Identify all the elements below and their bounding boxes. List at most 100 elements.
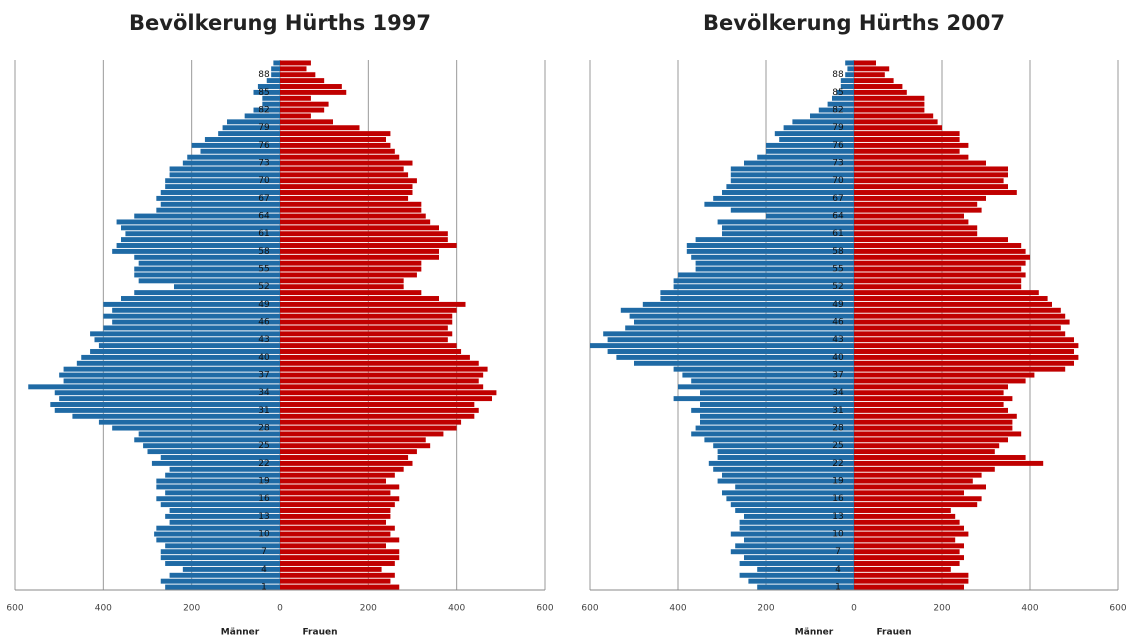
bar bbox=[169, 466, 280, 472]
bar bbox=[854, 455, 1026, 460]
bar bbox=[590, 343, 854, 349]
bar bbox=[280, 325, 448, 331]
bar bbox=[854, 513, 956, 519]
bar bbox=[704, 201, 854, 207]
bar bbox=[280, 525, 395, 531]
bar bbox=[218, 131, 280, 137]
bar bbox=[854, 172, 1008, 178]
y-tick-label: 43 bbox=[258, 335, 269, 345]
bar bbox=[280, 484, 400, 490]
legend-label: Frauen bbox=[876, 628, 911, 638]
y-tick-label: 73 bbox=[832, 159, 843, 169]
y-tick-label: 46 bbox=[258, 318, 270, 328]
bar bbox=[112, 319, 281, 325]
bar bbox=[739, 519, 854, 525]
bar bbox=[50, 402, 281, 407]
bar bbox=[116, 219, 280, 225]
bar bbox=[779, 137, 854, 142]
bar bbox=[682, 372, 854, 378]
bar bbox=[280, 272, 417, 278]
bar bbox=[280, 390, 497, 396]
bar bbox=[854, 478, 973, 484]
bar bbox=[722, 472, 854, 478]
bar bbox=[156, 195, 280, 201]
bar bbox=[634, 319, 854, 325]
y-tick-label: 10 bbox=[832, 530, 844, 540]
bar bbox=[854, 131, 960, 137]
bar bbox=[717, 219, 854, 225]
bar bbox=[757, 154, 854, 160]
y-tick-label: 46 bbox=[832, 318, 844, 328]
bar bbox=[280, 260, 422, 266]
bar bbox=[54, 407, 280, 413]
bar bbox=[854, 290, 1039, 296]
bar bbox=[854, 360, 1074, 366]
y-tick-label: 67 bbox=[832, 194, 843, 204]
bar bbox=[280, 419, 462, 425]
bar bbox=[854, 449, 995, 455]
bar bbox=[730, 502, 854, 508]
bar bbox=[840, 78, 854, 84]
bar bbox=[165, 178, 280, 184]
x-tick-label: 200 bbox=[183, 604, 200, 614]
bar bbox=[673, 284, 854, 290]
bar bbox=[143, 443, 280, 449]
bar bbox=[280, 378, 479, 384]
y-tick-label: 55 bbox=[258, 265, 269, 275]
bar bbox=[713, 466, 854, 472]
x-tick-label: 600 bbox=[581, 604, 598, 614]
bar bbox=[695, 237, 854, 243]
bar bbox=[854, 325, 1061, 331]
x-tick-label: 600 bbox=[1109, 604, 1126, 614]
bar bbox=[735, 543, 854, 549]
bar bbox=[700, 402, 854, 407]
bar bbox=[854, 472, 982, 478]
bar bbox=[227, 119, 280, 125]
y-tick-label: 10 bbox=[258, 530, 270, 540]
bar bbox=[112, 248, 281, 254]
y-tick-label: 49 bbox=[832, 300, 844, 310]
bar bbox=[854, 107, 925, 113]
y-tick-label: 25 bbox=[258, 441, 269, 451]
x-tick-label: 200 bbox=[933, 604, 950, 614]
bar bbox=[660, 296, 854, 301]
bar bbox=[116, 243, 280, 248]
bar bbox=[200, 148, 280, 154]
bar bbox=[730, 166, 854, 172]
bar bbox=[660, 290, 854, 296]
bar bbox=[854, 284, 1022, 290]
bar bbox=[280, 66, 307, 72]
bar bbox=[766, 148, 854, 154]
bar bbox=[726, 184, 854, 190]
bar bbox=[280, 490, 391, 496]
bar bbox=[280, 531, 391, 537]
x-tick-label: 200 bbox=[757, 604, 774, 614]
bar bbox=[134, 213, 280, 219]
bar bbox=[854, 496, 982, 502]
bar bbox=[280, 478, 386, 484]
bar bbox=[739, 572, 854, 578]
bar bbox=[222, 125, 280, 131]
bar bbox=[280, 460, 413, 466]
y-tick-label: 64 bbox=[832, 212, 844, 222]
bar bbox=[686, 248, 854, 254]
y-tick-label: 88 bbox=[258, 70, 270, 80]
bar bbox=[280, 237, 448, 243]
bar bbox=[854, 160, 986, 166]
bar bbox=[138, 260, 280, 266]
x-tick-label: 0 bbox=[851, 604, 857, 614]
bar bbox=[722, 190, 854, 195]
y-tick-label: 67 bbox=[258, 194, 269, 204]
bar bbox=[854, 378, 1026, 384]
bar bbox=[156, 537, 280, 543]
bar bbox=[280, 89, 347, 95]
bar bbox=[244, 113, 280, 119]
bar bbox=[854, 425, 1013, 431]
bar bbox=[739, 561, 854, 566]
bar bbox=[138, 431, 280, 437]
bar bbox=[121, 296, 280, 301]
bar bbox=[262, 101, 280, 107]
bar bbox=[280, 443, 431, 449]
bar bbox=[280, 354, 470, 360]
bar bbox=[854, 525, 964, 531]
